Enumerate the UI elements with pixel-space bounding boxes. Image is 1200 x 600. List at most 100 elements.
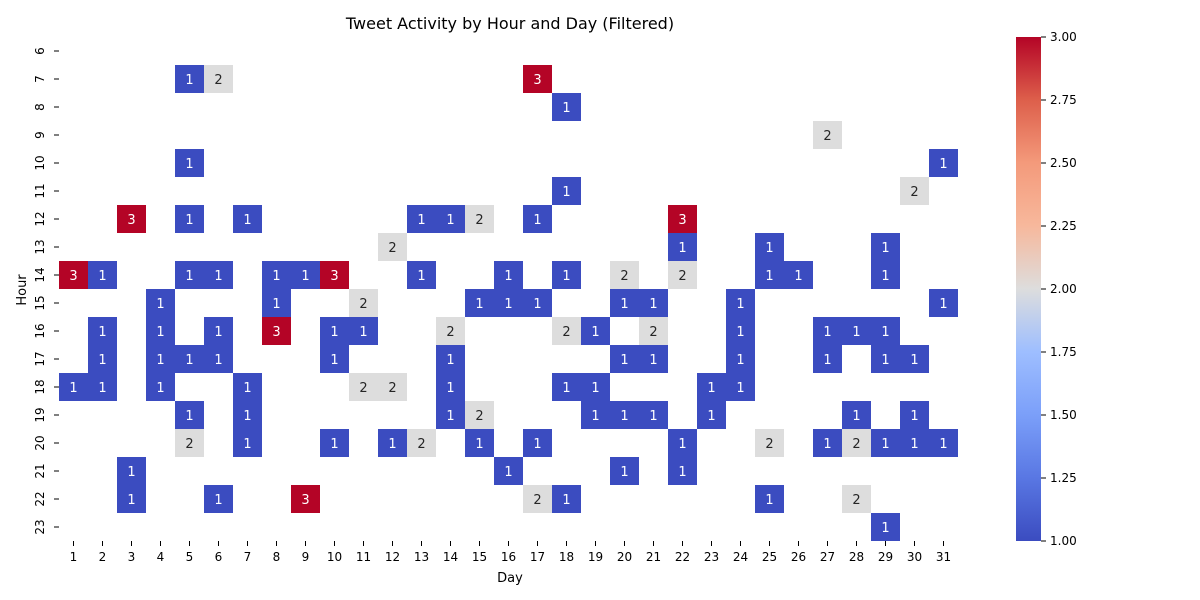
cell-value-label: 1 [765,493,773,508]
heatmap-cell [523,65,552,93]
cell-value-label: 1 [620,297,628,312]
cell-value-label: 1 [301,269,309,284]
cell-value-label: 1 [533,297,541,312]
cell-value-label: 1 [910,409,918,424]
cell-value-label: 1 [504,269,512,284]
x-tick-label: 24 [733,550,748,564]
cell-value-label: 2 [562,325,570,340]
heatmap-cell [871,345,900,373]
heatmap-cell [668,205,697,233]
cell-value-label: 2 [678,269,686,284]
x-tick-label: 13 [414,550,429,564]
cell-value-label: 1 [330,325,338,340]
colorbar [1016,37,1041,541]
colorbar-tick-label: 2.75 [1050,93,1077,107]
cell-value-label: 2 [765,437,773,452]
x-tick-label: 30 [907,550,922,564]
heatmap-cell [320,317,349,345]
colorbar-ticks: 1.00 1.25 1.50 1.75 2.00 2.25 2.50 2.75 3.00 [1041,30,1077,548]
cell-value-label: 1 [156,325,164,340]
colorbar-tick-label: 2.50 [1050,156,1077,170]
x-tick-label: 31 [936,550,951,564]
heatmap-cell [59,373,88,401]
heatmap-cell [378,373,407,401]
cell-value-label: 1 [156,353,164,368]
cell-value-label: 1 [504,297,512,312]
heatmap-cell [610,345,639,373]
cell-value-label: 1 [823,325,831,340]
cell-value-label: 1 [185,269,193,284]
x-tick-label: 8 [273,550,281,564]
cell-value-label: 1 [562,493,570,508]
heatmap-cell [871,261,900,289]
heatmap-cell [842,485,871,513]
cell-value-label: 1 [417,213,425,228]
heatmap-cell [175,149,204,177]
x-tick-label: 2 [99,550,107,564]
heatmap-cell [291,485,320,513]
cell-value-label: 1 [417,269,425,284]
cell-value-label: 1 [562,101,570,116]
cell-value-label: 1 [185,213,193,228]
cell-value-label: 1 [446,353,454,368]
heatmap-cell [813,345,842,373]
heatmap-cell [465,401,494,429]
heatmap-cell [842,317,871,345]
heatmap-cell [697,373,726,401]
y-tick-label: 8 [33,103,47,111]
cell-value-label: 2 [359,381,367,396]
cell-value-label: 2 [446,325,454,340]
heatmap-cell [552,261,581,289]
heatmap-cell [320,261,349,289]
heatmap-cell [552,485,581,513]
cell-value-label: 3 [272,325,280,340]
heatmap-cell [552,177,581,205]
cell-value-label: 1 [562,185,570,200]
heatmap-cell [639,401,668,429]
x-tick-label: 19 [588,550,603,564]
heatmap-cell [871,317,900,345]
cell-value-label: 1 [446,409,454,424]
x-tick-label: 26 [791,550,806,564]
heatmap-cell [233,401,262,429]
x-tick-label: 5 [186,550,194,564]
cell-value-label: 1 [591,409,599,424]
heatmap-cell [349,317,378,345]
heatmap-cell [813,121,842,149]
x-tick-label: 7 [244,550,252,564]
cell-value-label: 1 [446,381,454,396]
heatmap-cell [175,429,204,457]
heatmap-cell [494,457,523,485]
cell-value-label: 1 [910,437,918,452]
heatmap-cell [726,345,755,373]
x-tick-label: 17 [530,550,545,564]
cell-value-label: 1 [272,297,280,312]
heatmap-cell [117,485,146,513]
heatmap-cell [523,205,552,233]
cell-value-label: 1 [272,269,280,284]
heatmap-cell [755,485,784,513]
heatmap-cell [262,261,291,289]
heatmap-cell [204,345,233,373]
cell-value-label: 1 [98,381,106,396]
y-tick-label: 20 [33,435,47,450]
heatmap-cell [204,485,233,513]
heatmap-cell [465,289,494,317]
heatmap-cell [610,261,639,289]
heatmap-cell [900,429,929,457]
x-tick-label: 10 [327,550,342,564]
cell-value-label: 1 [562,269,570,284]
y-tick-label: 18 [33,379,47,394]
heatmap-cell [436,401,465,429]
cell-value-label: 1 [330,353,338,368]
cell-value-label: 1 [649,409,657,424]
heatmap-cell [639,345,668,373]
cell-value-label: 1 [185,353,193,368]
cell-value-label: 1 [939,297,947,312]
cell-value-label: 1 [214,325,222,340]
cell-value-label: 1 [127,493,135,508]
y-tick-label: 10 [33,155,47,170]
x-tick-label: 6 [215,550,223,564]
y-tick-label: 12 [33,211,47,226]
x-tick-label: 29 [878,550,893,564]
